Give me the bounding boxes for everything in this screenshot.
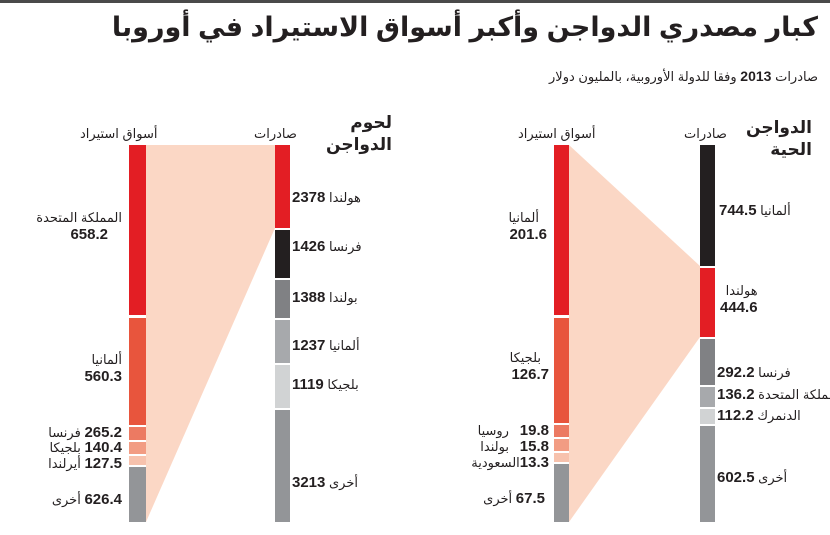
live-export-seg-netherlands [700, 268, 715, 337]
live-import-seg-russia [554, 425, 569, 437]
meat-import-seg-uk [129, 145, 146, 315]
meat-export-label-germany: ألمانيا 1237 [292, 337, 360, 354]
meat-export-label-netherlands: هولندا 2378 [292, 189, 361, 206]
live-import-seg-poland [554, 439, 569, 451]
meat-import-seg-other [129, 467, 146, 522]
meat-panel-title: لحوم الدواجن [326, 112, 392, 156]
live-export-label-netherlands: هولندا 444.6 [720, 283, 758, 316]
meat-exports-header: صادرات [254, 126, 297, 141]
live-import-label-poland: 15.8 بولندا [480, 438, 549, 455]
subtitle-post: وفقا للدولة الأوروبية، بالمليون دولار [549, 69, 737, 84]
live-import-label-other: 67.5 أخرى [483, 490, 545, 507]
meat-import-seg-ireland [129, 456, 146, 465]
live-import-label-russia: 19.8 روسيا [477, 422, 549, 439]
live-export-seg-france [700, 339, 715, 385]
live-imports-bar [554, 145, 569, 522]
meat-import-label-germany: ألمانيا 560.3 [84, 352, 122, 385]
meat-import-label-belgium: 140.4 بلجيكا [49, 439, 122, 456]
meat-export-seg-belgium [275, 365, 290, 408]
live-import-label-belgium: بلجيكا 126.7 [509, 350, 549, 383]
meat-export-label-belgium: بلجيكا 1119 [292, 376, 359, 393]
meat-exports-bar [275, 145, 290, 522]
live-exports-header: صادرات [684, 126, 727, 141]
meat-import-label-ireland: 127.5 أيرلندا [48, 455, 122, 472]
live-import-seg-saudi [554, 453, 569, 462]
chart-title: كبار مصدري الدواجن وأكبر أسواق الاستيراد… [111, 12, 818, 42]
live-export-label-other: أخرى 602.5 [717, 469, 788, 486]
meat-export-seg-france [275, 230, 290, 278]
meat-link-band [146, 145, 275, 522]
meat-import-label-france: 265.2 فرنسا [48, 424, 122, 441]
live-title-line1: الدواجن [746, 118, 812, 137]
meat-title-line1: لحوم [350, 113, 392, 132]
meat-import-label-other: 626.4 أخرى [51, 491, 122, 508]
live-export-seg-denmark [700, 409, 715, 424]
live-export-seg-uk [700, 387, 715, 407]
live-import-seg-germany [554, 145, 569, 315]
meat-import-seg-france [129, 427, 146, 440]
live-title-line2: الحية [770, 140, 812, 159]
meat-import-seg-germany [129, 318, 146, 425]
meat-import-seg-belgium [129, 442, 146, 454]
chart-subtitle: صادرات 2013 وفقا للدولة الأوروبية، بالمل… [549, 68, 818, 85]
meat-export-label-france: فرنسا 1426 [292, 238, 362, 255]
live-import-label-saudi: 13.3السعودية [471, 454, 549, 471]
live-import-seg-other [554, 464, 569, 522]
meat-import-label-uk: المملكة المتحدة 658.2 [36, 210, 122, 243]
meat-export-label-other: أخرى 3213 [292, 474, 358, 491]
meat-imports-header: أسواق استيراد [80, 126, 158, 141]
meat-export-seg-netherlands [275, 145, 290, 228]
live-export-label-uk: المملكة المتحدة 136.2 [717, 386, 830, 403]
live-export-seg-other [700, 426, 715, 522]
meat-export-seg-other [275, 410, 290, 522]
subtitle-year: 2013 [740, 68, 772, 84]
live-export-label-denmark: الدنمرك 112.2 [717, 407, 801, 424]
live-imports-header: أسواق استيراد [518, 126, 596, 141]
top-rule [0, 0, 830, 3]
live-import-seg-belgium [554, 318, 569, 423]
live-panel-title: الدواجن الحية [746, 117, 812, 161]
meat-title-line2: الدواجن [326, 135, 392, 154]
live-exports-bar [700, 145, 715, 522]
live-export-seg-germany [700, 145, 715, 266]
live-export-label-germany: ألمانيا 744.5 [719, 202, 791, 219]
live-export-label-france: فرنسا 292.2 [717, 364, 791, 381]
live-link-band [569, 145, 700, 522]
subtitle-pre: صادرات [775, 69, 818, 84]
meat-imports-bar [129, 145, 146, 522]
live-import-label-germany: ألمانيا 201.6 [508, 210, 547, 243]
meat-export-seg-germany [275, 320, 290, 363]
meat-export-seg-poland [275, 280, 290, 318]
meat-export-label-poland: بولندا 1388 [292, 289, 358, 306]
